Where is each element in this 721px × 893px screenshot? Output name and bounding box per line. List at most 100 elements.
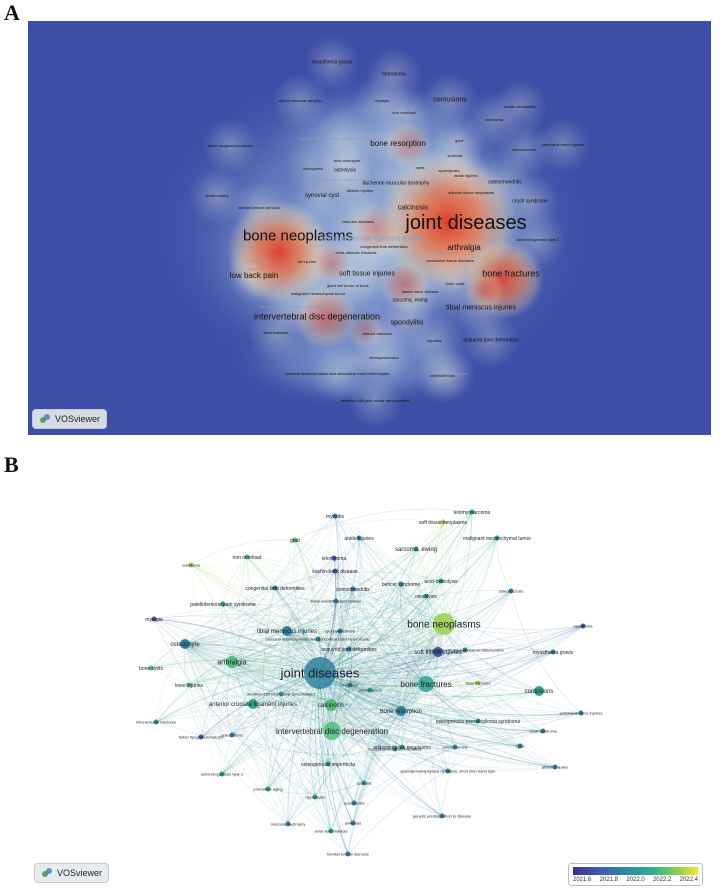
density-term[interactable]: gout <box>455 138 463 143</box>
network-node[interactable] <box>333 598 339 604</box>
density-term[interactable]: synovial cyst <box>304 193 340 199</box>
network-node[interactable] <box>180 639 190 649</box>
network-term[interactable]: sarcoma, ewing <box>395 547 437 553</box>
network-node[interactable] <box>398 581 404 587</box>
network-node[interactable] <box>399 744 405 750</box>
density-term[interactable]: rib injuries <box>297 259 317 264</box>
density-term[interactable]: scoliosis <box>447 153 463 158</box>
network-term[interactable]: hematoma <box>574 623 594 628</box>
network-term[interactable]: myositis <box>326 514 345 520</box>
network-node[interactable] <box>418 676 434 692</box>
network-node[interactable] <box>347 682 353 688</box>
network-node[interactable] <box>304 657 336 689</box>
network-node[interactable] <box>350 586 356 592</box>
network-term[interactable]: tibial meniscus injuries <box>257 629 317 635</box>
density-term[interactable]: extra-articular fractures <box>335 250 377 255</box>
network-node[interactable] <box>219 771 225 777</box>
network-node[interactable] <box>153 719 159 725</box>
density-term[interactable]: osteoarthritis <box>433 251 457 256</box>
density-term[interactable]: tibial fractures <box>263 330 289 335</box>
network-term[interactable]: tibial fractures <box>466 680 491 685</box>
network-term[interactable]: osteochondritis <box>336 587 370 593</box>
density-term[interactable]: soft tissue injuries <box>339 270 395 278</box>
network-node[interactable] <box>361 780 367 786</box>
network-term[interactable]: meniscal <box>342 682 358 687</box>
network-node[interactable] <box>350 820 356 826</box>
network-node[interactable] <box>351 800 357 806</box>
network-term[interactable]: familial lumbar stenosis <box>327 851 369 856</box>
network-node[interactable] <box>272 585 278 591</box>
network-term[interactable]: iron overload <box>233 555 262 561</box>
network-node[interactable] <box>346 646 352 652</box>
density-term[interactable]: familial lumbar stenosis <box>238 205 280 210</box>
network-term[interactable]: dwarfism-stiff joint-ocular abnormalitie… <box>246 691 315 696</box>
network-term[interactable]: contusions <box>525 689 554 695</box>
network-node[interactable] <box>148 665 154 671</box>
network-node[interactable] <box>462 647 468 653</box>
network-term[interactable]: osteonecrosis <box>499 588 524 593</box>
network-term[interactable]: bone neoplasms <box>407 620 480 631</box>
network-node[interactable] <box>438 578 444 584</box>
network-term[interactable]: gout <box>290 538 300 544</box>
density-term[interactable]: spinal muscular atrophy <box>278 98 322 103</box>
density-term[interactable]: spondylolysis; spondylolisthesis; osteom… <box>299 136 383 141</box>
network-term[interactable]: knee injuries <box>175 683 204 689</box>
density-term[interactable]: giant cell tumor of bone <box>327 283 369 288</box>
network-term[interactable]: bone fractures <box>400 680 451 689</box>
network-node[interactable] <box>580 623 586 629</box>
network-term[interactable]: anterior cruciate ligament injuries <box>209 702 297 708</box>
network-node[interactable] <box>433 647 443 657</box>
network-node[interactable] <box>494 535 500 541</box>
network-node[interactable] <box>475 718 481 724</box>
network-node[interactable] <box>433 613 455 635</box>
network-term[interactable]: calcinosis <box>318 703 344 709</box>
network-term[interactable]: myalgia <box>145 617 162 623</box>
density-term[interactable]: duchenne muscular dystrophy <box>362 180 430 187</box>
density-term[interactable]: adipose tissue neoplasms <box>447 190 495 195</box>
network-node[interactable] <box>229 732 235 738</box>
network-term[interactable]: leiomyosarcoma <box>454 510 491 516</box>
network-term[interactable]: scoliosis <box>356 780 371 785</box>
network-term[interactable]: premature aging <box>253 786 282 791</box>
network-node[interactable] <box>452 744 458 750</box>
density-map[interactable]: myasthenia gravis hematoma spinal muscular… <box>28 21 711 435</box>
density-term[interactable]: hematoma <box>382 71 406 78</box>
network-node[interactable] <box>198 734 204 740</box>
network-node[interactable] <box>345 851 351 857</box>
network-node[interactable] <box>315 636 321 642</box>
density-term[interactable]: tendinopathy <box>205 193 229 198</box>
density-term[interactable]: bone fractures <box>482 268 540 279</box>
network-term[interactable]: classical lissencephalies and subcortica… <box>266 636 371 641</box>
network-node[interactable] <box>337 628 343 634</box>
network-node[interactable] <box>508 588 514 594</box>
density-term[interactable]: athletic injuries <box>346 188 374 193</box>
network-node[interactable] <box>517 743 523 749</box>
density-term[interactable]: joint diseases <box>405 212 527 234</box>
network-term[interactable]: genetic predisposition to disease <box>413 813 472 818</box>
density-term[interactable]: osteolysis <box>334 167 356 174</box>
network-node[interactable] <box>323 722 341 740</box>
network-term[interactable]: spondylosis <box>344 800 365 805</box>
network-term[interactable]: soft tissue injuries <box>414 650 462 656</box>
density-term[interactable]: connective tissue diseases <box>426 258 474 263</box>
density-term[interactable]: malignant mesenchymal tumor <box>290 291 346 296</box>
network-node[interactable] <box>534 686 544 696</box>
network-term[interactable]: intervertebral disc degeneration <box>276 727 388 736</box>
network-node[interactable] <box>220 601 226 607</box>
density-term[interactable]: acquired joint deformities <box>463 337 519 344</box>
network-term[interactable]: athletic injuries <box>542 764 568 769</box>
network-term[interactable]: acquired joint deformities <box>321 647 377 653</box>
network-term[interactable]: osteophyte <box>170 642 200 648</box>
density-term[interactable]: spondyloarthropathies <box>428 371 468 376</box>
density-term[interactable]: bone resorption <box>370 139 426 148</box>
network-term[interactable]: spondylolisthesis <box>325 628 355 633</box>
network-term[interactable]: bone cysts <box>139 666 163 672</box>
density-term[interactable]: ankylosis <box>247 266 265 271</box>
network-node[interactable] <box>331 555 337 561</box>
density-term[interactable]: ankle injuries <box>454 173 478 178</box>
network-term[interactable]: kashin-beck disease <box>312 569 358 575</box>
network-term[interactable]: behcet syndrome <box>382 582 421 588</box>
network-term[interactable]: myopathy with giant abnormal mitochondri… <box>426 647 504 652</box>
density-term[interactable]: iron overload <box>392 110 416 115</box>
network-term[interactable]: axial osteomalacia <box>315 828 349 833</box>
